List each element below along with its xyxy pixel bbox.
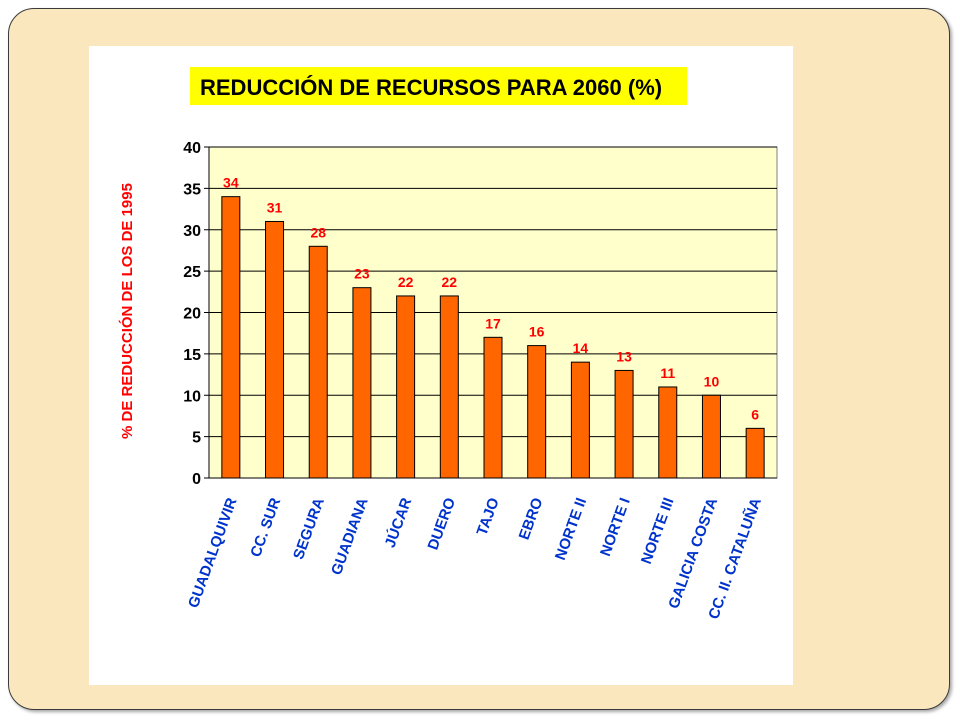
title-background — [190, 67, 687, 105]
bar — [570, 361, 590, 479]
bar — [352, 287, 372, 479]
bar — [527, 345, 547, 479]
x-tick-label: GUADIANA — [328, 495, 372, 577]
bar — [439, 295, 459, 479]
data-label: 34 — [223, 175, 239, 191]
bar — [658, 386, 678, 479]
data-label: 16 — [529, 324, 545, 340]
x-tick-label: EBRO — [516, 495, 547, 542]
x-tick-label: DUERO — [425, 495, 460, 552]
y-tick-label: 15 — [183, 347, 201, 364]
y-tick-label: 20 — [183, 306, 201, 323]
bar — [483, 336, 503, 479]
data-label: 14 — [573, 340, 589, 356]
data-label: 13 — [616, 348, 632, 364]
bar — [701, 394, 721, 479]
data-label: 22 — [442, 274, 458, 290]
bar — [745, 427, 765, 479]
y-tick-label: 5 — [192, 430, 201, 447]
data-label: 10 — [704, 373, 720, 389]
x-tick-label: SEGURA — [290, 495, 328, 561]
x-tick-label: NORTE I — [597, 496, 634, 559]
x-tick-label: NORTE II — [552, 496, 590, 563]
y-tick-label: 35 — [183, 181, 201, 198]
data-label: 17 — [485, 315, 501, 331]
y-axis-label: % DE REDUCCIÓN DE LOS DE 1995 — [118, 183, 136, 439]
chart-layer: 0 5 10 15 20 25 30 35 40 34 GUADALQUIVIR 31 CC. SUR 2… — [183, 140, 778, 621]
x-tick-label: TAJO — [473, 495, 502, 538]
data-label: 23 — [354, 266, 370, 282]
data-label: 6 — [751, 406, 759, 422]
x-tick-label: JÚCAR — [381, 495, 416, 550]
bar — [614, 369, 634, 479]
x-tick-label: NORTE III — [638, 496, 678, 567]
slide-background: REDUCCIÓN DE RECURSOS PARA 2060 (%) % DE… — [8, 8, 950, 710]
bar — [221, 196, 241, 479]
chart-panel: REDUCCIÓN DE RECURSOS PARA 2060 (%) % DE… — [89, 46, 793, 685]
y-tick-label: 30 — [183, 223, 201, 240]
x-tick-label: CC. SUR — [247, 495, 284, 559]
bar — [396, 295, 416, 479]
bar — [308, 245, 328, 479]
y-tick-label: 25 — [183, 264, 201, 281]
data-label: 22 — [398, 274, 414, 290]
data-label: 11 — [660, 365, 675, 381]
y-tick-label: 0 — [192, 471, 201, 488]
x-tick-label: GUADALQUIVIR — [185, 495, 241, 610]
data-label: 28 — [310, 224, 326, 240]
bar — [265, 220, 285, 479]
y-tick-label: 10 — [183, 388, 201, 405]
y-tick-label: 40 — [183, 140, 201, 157]
bar-chart: REDUCCIÓN DE RECURSOS PARA 2060 (%) % DE… — [118, 67, 778, 621]
data-label: 31 — [267, 199, 283, 215]
chart-title: REDUCCIÓN DE RECURSOS PARA 2060 (%) — [200, 75, 662, 100]
